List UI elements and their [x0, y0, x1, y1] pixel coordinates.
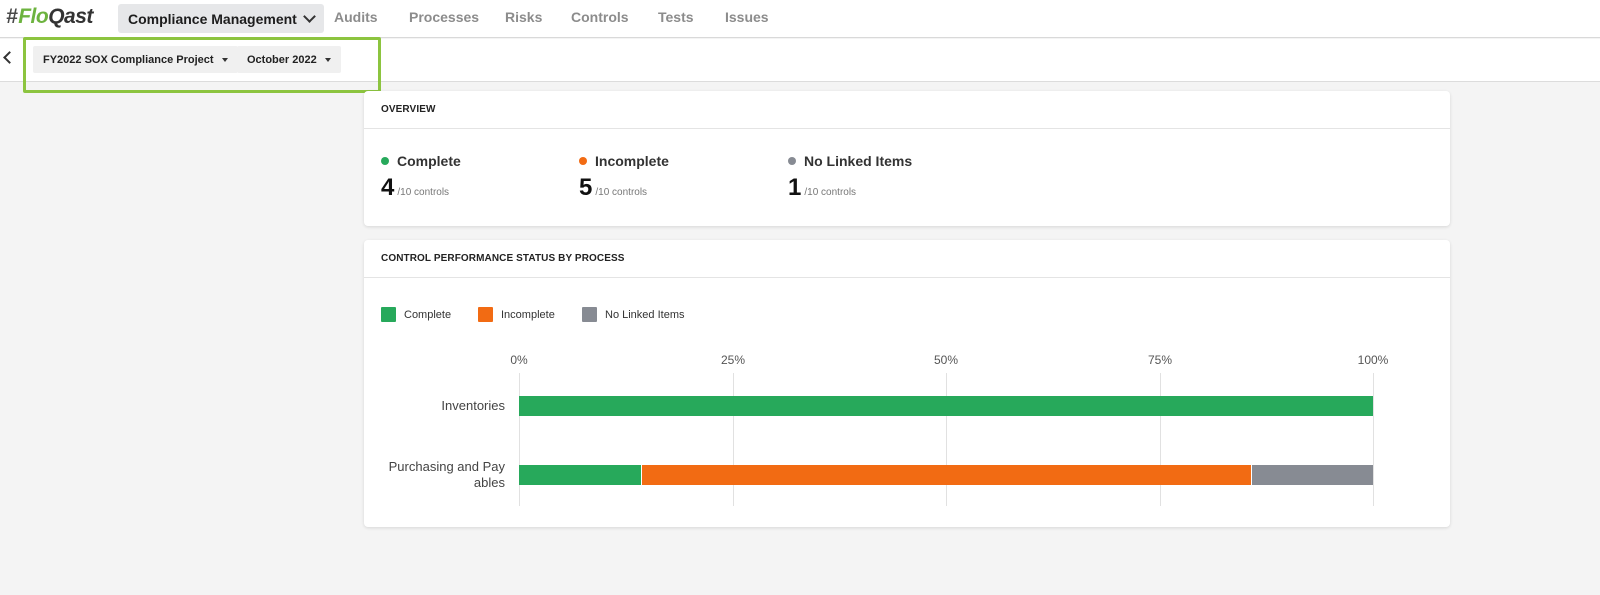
legend-swatch-no-linked: [582, 307, 597, 322]
project-dropdown[interactable]: FY2022 SOX Compliance Project: [33, 46, 238, 73]
stat-incomplete-label: Incomplete: [595, 153, 669, 169]
logo-text-b: Qast: [48, 5, 93, 28]
overview-card: OVERVIEW Complete 4 /10 controls Incompl…: [364, 91, 1450, 226]
stat-complete-total: /10 controls: [397, 187, 450, 198]
status-dot-incomplete: [579, 157, 587, 165]
compliance-management-menu[interactable]: Compliance Management: [118, 4, 324, 33]
stat-no-linked-count: 1: [788, 174, 802, 201]
nav-link-issues[interactable]: Issues: [725, 9, 769, 25]
gridline: [733, 373, 734, 506]
legend-label-no-linked: No Linked Items: [605, 308, 685, 321]
highlight-box: [23, 37, 381, 93]
performance-card: CONTROL PERFORMANCE STATUS BY PROCESS Co…: [364, 240, 1450, 527]
legend-swatch-complete: [381, 307, 396, 322]
x-tick-label: 0%: [510, 353, 528, 367]
bar-segment[interactable]: [519, 396, 1373, 416]
legend-label-incomplete: Incomplete: [501, 308, 555, 321]
nav-link-processes[interactable]: Processes: [409, 9, 480, 25]
performance-title: CONTROL PERFORMANCE STATUS BY PROCESS: [364, 240, 1450, 278]
status-dot-no-linked: [788, 157, 796, 165]
y-category-label: Inventories: [441, 398, 505, 413]
caret-down-icon: [221, 57, 228, 62]
stat-incomplete: Incomplete 5 /10 controls: [579, 153, 669, 202]
nav-link-audits[interactable]: Audits: [334, 9, 378, 25]
bar-segment[interactable]: [641, 465, 1251, 485]
stat-complete: Complete 4 /10 controls: [381, 153, 461, 202]
stat-incomplete-count: 5: [579, 174, 593, 201]
x-tick-label: 75%: [1147, 353, 1173, 367]
chevron-down-icon: [302, 9, 316, 23]
overview-title: OVERVIEW: [364, 91, 1450, 129]
stat-no-linked: No Linked Items 1 /10 controls: [788, 153, 912, 202]
period-dropdown[interactable]: October 2022: [237, 46, 341, 73]
stat-no-linked-label: No Linked Items: [804, 153, 913, 169]
gridline: [946, 373, 947, 506]
nav-link-tests[interactable]: Tests: [658, 9, 694, 25]
stat-complete-label: Complete: [397, 153, 461, 169]
x-tick-label: 25%: [720, 353, 746, 367]
logo-text-a: Flo: [18, 5, 49, 28]
legend-item-complete: Complete: [381, 307, 451, 322]
x-tick-label: 100%: [1357, 353, 1389, 367]
stat-complete-count: 4: [381, 174, 395, 201]
legend-item-incomplete: Incomplete: [478, 307, 555, 322]
gridline: [519, 373, 520, 506]
legend-item-no-linked: No Linked Items: [582, 307, 684, 322]
stat-incomplete-total: /10 controls: [595, 187, 648, 198]
project-dropdown-label: FY2022 SOX Compliance Project: [43, 53, 214, 66]
top-nav-bar: # Flo Qast Compliance Management Audits …: [0, 0, 1600, 38]
floqast-logo[interactable]: # Flo Qast: [6, 3, 93, 31]
compliance-management-label: Compliance Management: [128, 10, 297, 27]
period-dropdown-label: October 2022: [247, 53, 317, 66]
stacked-bar-chart: 0% 25% 50% 75% 100% Inventories Purchasing and…: [364, 240, 1450, 527]
x-tick-label: 50%: [933, 353, 959, 367]
legend-label-complete: Complete: [404, 308, 452, 321]
gridline: [1160, 373, 1161, 506]
nav-link-controls[interactable]: Controls: [571, 9, 629, 25]
caret-down-icon: [324, 57, 331, 62]
bar-segment[interactable]: [1250, 465, 1373, 485]
nav-link-risks[interactable]: Risks: [505, 9, 543, 25]
stat-no-linked-total: /10 controls: [804, 187, 857, 198]
y-category-label: Purchasing and Pay ables: [388, 459, 505, 490]
status-dot-complete: [381, 157, 389, 165]
bar-segment[interactable]: [519, 465, 642, 485]
logo-hash: #: [6, 5, 18, 28]
gridline: [1373, 373, 1374, 506]
legend-swatch-incomplete: [478, 307, 493, 322]
